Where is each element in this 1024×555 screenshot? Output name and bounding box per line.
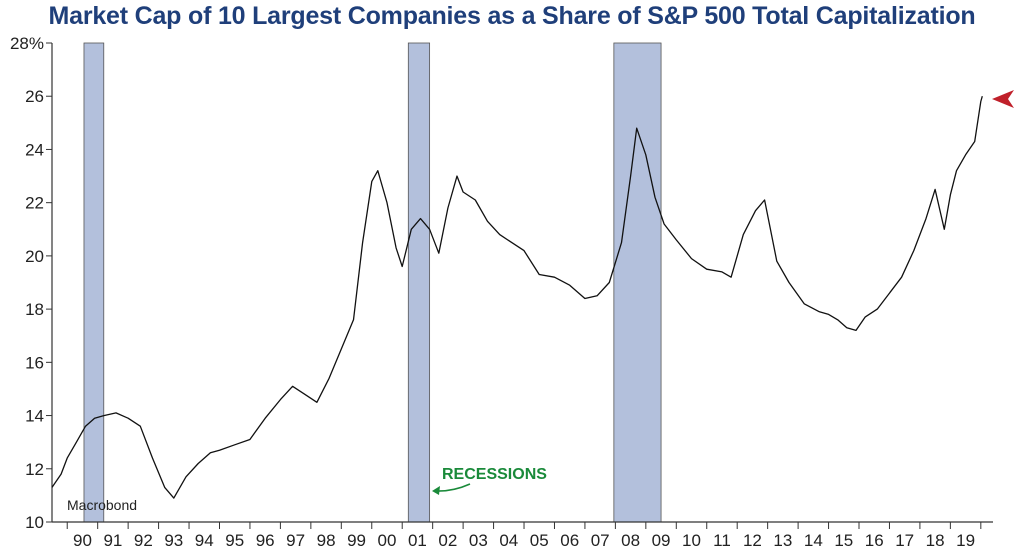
x-tick-label: 09	[652, 531, 671, 550]
y-tick-label: 12	[25, 460, 44, 479]
x-tick-label: 17	[895, 531, 914, 550]
x-tick-label: 14	[804, 531, 823, 550]
x-tick-label: 19	[956, 531, 975, 550]
x-tick-label: 10	[682, 531, 701, 550]
x-tick-label: 02	[438, 531, 457, 550]
x-tick-label: 97	[286, 531, 305, 550]
tick-labels: 10 12 14 16 18 20 22 24 26 28% 90 91 92 93 94 95 96 97 98 9…	[10, 34, 975, 550]
y-tick-label: 14	[25, 407, 44, 426]
recession-band	[407, 42, 431, 523]
y-tick-label: 28%	[10, 34, 44, 53]
latest-value-marker-icon	[992, 90, 1014, 108]
y-tick-label: 24	[25, 140, 44, 159]
y-tick-label: 16	[25, 353, 44, 372]
recessions-label: RECESSIONS	[442, 466, 547, 483]
x-tick-label: 06	[560, 531, 579, 550]
x-tick-label: 11	[713, 531, 731, 550]
x-tick-label: 08	[621, 531, 640, 550]
x-tick-label: 04	[499, 531, 518, 550]
x-tick-label: 18	[926, 531, 945, 550]
x-tick-label: 99	[347, 531, 366, 550]
y-tick-label: 26	[25, 87, 44, 106]
x-tick-label: 03	[469, 531, 488, 550]
x-tick-label: 01	[408, 531, 427, 550]
axes	[46, 42, 993, 529]
x-tick-label: 96	[256, 531, 275, 550]
recessions-annotation: RECESSIONS	[432, 466, 547, 495]
recessions-arrowhead	[432, 486, 440, 495]
x-tick-label: 92	[134, 531, 153, 550]
x-tick-label: 07	[591, 531, 610, 550]
x-tick-label: 94	[195, 531, 214, 550]
x-tick-label: 13	[773, 531, 792, 550]
x-tick-label: 15	[834, 531, 853, 550]
x-tick-label: 00	[378, 531, 397, 550]
x-tick-label: 12	[743, 531, 762, 550]
series-line	[51, 96, 983, 499]
x-tick-label: 98	[317, 531, 336, 550]
y-tick-label: 20	[25, 247, 44, 266]
x-tick-label: 16	[865, 531, 884, 550]
recession-band	[613, 42, 662, 523]
source-label: Macrobond	[67, 497, 137, 513]
x-tick-label: 90	[73, 531, 92, 550]
x-tick-label: 91	[103, 531, 122, 550]
x-tick-label: 05	[530, 531, 549, 550]
x-tick-label: 95	[225, 531, 244, 550]
y-tick-label: 22	[25, 194, 44, 213]
recession-band	[83, 42, 105, 523]
y-tick-label: 10	[25, 513, 44, 532]
x-tick-label: 93	[164, 531, 183, 550]
chart-title: Market Cap of 10 Largest Companies as a …	[48, 2, 976, 30]
recession-bands	[83, 42, 662, 523]
y-tick-label: 18	[25, 300, 44, 319]
